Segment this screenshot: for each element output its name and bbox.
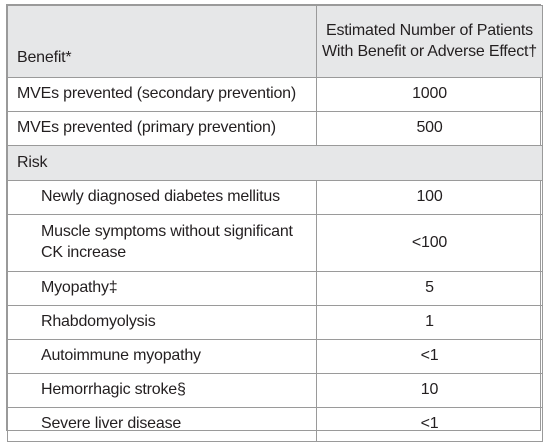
row-label: MVEs prevented (secondary prevention) <box>7 77 317 112</box>
header-benefit: Benefit* <box>7 5 317 78</box>
risk-section-label: Risk <box>7 145 543 181</box>
benefit-risk-table: Benefit* Estimated Number of Patients Wi… <box>7 5 543 442</box>
row-value: 500 <box>316 111 543 146</box>
header-estimated-line-2: With Benefit or Adverse Effect† <box>322 42 537 60</box>
row-label: Rhabdomyolysis <box>7 305 317 340</box>
header-estimated-number: Estimated Number of Patients With Benefi… <box>316 5 543 78</box>
row-value: 1 <box>316 305 543 340</box>
table-row: MVEs prevented (secondary prevention) 10… <box>7 77 543 112</box>
benefit-risk-table-container: Benefit* Estimated Number of Patients Wi… <box>6 4 543 442</box>
row-label: Severe liver disease <box>7 407 317 442</box>
row-value: 5 <box>316 271 543 306</box>
row-label-line-1: Muscle symptoms without significant <box>41 223 293 241</box>
row-label: Autoimmune myopathy <box>7 339 317 374</box>
table-header-row: Benefit* Estimated Number of Patients Wi… <box>7 5 543 78</box>
row-value: 10 <box>316 373 543 408</box>
row-label: Hemorrhagic stroke§ <box>7 373 317 408</box>
row-label: Newly diagnosed diabetes mellitus <box>7 180 317 215</box>
table-row: Muscle symptoms without significant CK i… <box>7 214 543 272</box>
row-label: MVEs prevented (primary prevention) <box>7 111 317 146</box>
row-label: Myopathy‡ <box>7 271 317 306</box>
risk-section-row: Risk <box>7 145 543 181</box>
row-value: <100 <box>316 214 543 272</box>
table-row: Myopathy‡ 5 <box>7 271 543 306</box>
row-value: 100 <box>316 180 543 215</box>
row-value: <1 <box>316 339 543 374</box>
row-label: Muscle symptoms without significant CK i… <box>7 214 317 272</box>
table-row: Severe liver disease <1 <box>7 407 543 442</box>
row-label-line-2: CK increase <box>41 244 126 261</box>
table-row: Rhabdomyolysis 1 <box>7 305 543 340</box>
table-row: Hemorrhagic stroke§ 10 <box>7 373 543 408</box>
header-estimated-line-1: Estimated Number of Patients <box>326 21 533 39</box>
row-value: 1000 <box>316 77 543 112</box>
table-row: Newly diagnosed diabetes mellitus 100 <box>7 180 543 215</box>
table-row: MVEs prevented (primary prevention) 500 <box>7 111 543 146</box>
row-value: <1 <box>316 407 543 442</box>
table-row: Autoimmune myopathy <1 <box>7 339 543 374</box>
